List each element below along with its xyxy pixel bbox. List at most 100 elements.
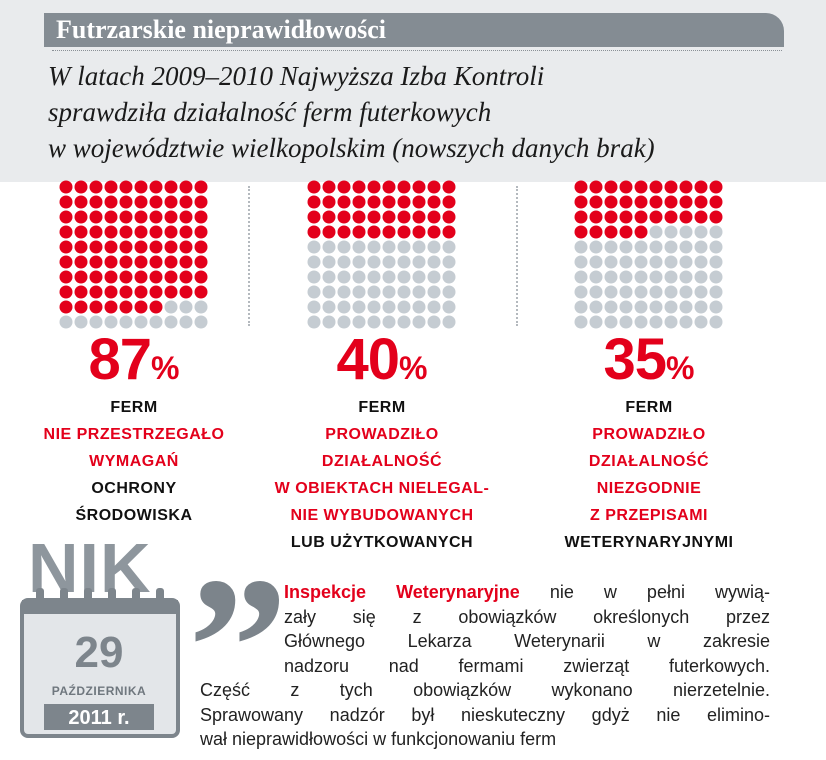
description-line: DZIAŁALNOŚĆ	[588, 453, 710, 470]
dot-empty	[427, 240, 441, 254]
dot-empty	[352, 270, 366, 284]
dot-empty	[337, 285, 351, 299]
quote-mark-icon: ”	[188, 537, 288, 758]
dot-filled	[442, 225, 456, 239]
dot-empty	[397, 300, 411, 314]
dot-empty	[427, 285, 441, 299]
dot-filled	[134, 180, 148, 194]
dot-empty	[367, 240, 381, 254]
dot-empty	[352, 240, 366, 254]
dot-empty	[619, 255, 633, 269]
subtitle-line: W latach 2009–2010 Najwyższa Izba Kontro…	[48, 61, 545, 91]
dot-filled	[194, 180, 208, 194]
dot-filled	[134, 225, 148, 239]
dot-empty	[694, 300, 708, 314]
dot-filled	[164, 225, 178, 239]
dot-empty	[397, 315, 411, 329]
dot-empty	[367, 270, 381, 284]
panel-description: FERM PROWADZIŁO DZIAŁALNOŚĆ W OBIEKTACH NIE…	[252, 394, 512, 556]
dot-empty	[104, 315, 118, 329]
dot-empty	[574, 255, 588, 269]
dot-filled	[352, 180, 366, 194]
dot-empty	[194, 300, 208, 314]
dot-empty	[634, 240, 648, 254]
dot-filled	[397, 195, 411, 209]
dot-empty	[604, 240, 618, 254]
dot-empty	[664, 225, 678, 239]
dot-filled	[134, 210, 148, 224]
dot-empty	[649, 285, 663, 299]
title-tab	[44, 13, 784, 47]
dot-empty	[427, 270, 441, 284]
dot-filled	[74, 285, 88, 299]
dot-empty	[442, 300, 456, 314]
dot-filled	[367, 180, 381, 194]
dot-filled	[104, 240, 118, 254]
dot-filled	[604, 225, 618, 239]
subtitle-line: sprawdziła działalność ferm futerkowych	[48, 97, 492, 127]
dot-filled	[427, 225, 441, 239]
infographic-title: Futrzarskie nieprawidłowości	[56, 15, 387, 44]
dot-filled	[74, 210, 88, 224]
dot-filled	[664, 180, 678, 194]
percent-number: 35	[603, 327, 668, 392]
dot-filled	[679, 195, 693, 209]
dot-filled	[134, 255, 148, 269]
dot-filled	[574, 225, 588, 239]
dot-filled	[442, 210, 456, 224]
description-line: WETERYNARYJNYMI	[564, 534, 734, 551]
dot-filled	[634, 195, 648, 209]
dot-filled	[134, 240, 148, 254]
percent-number: 87	[88, 327, 153, 392]
dot-filled	[194, 210, 208, 224]
percent-value: 87%	[4, 331, 264, 389]
dot-filled	[442, 180, 456, 194]
dot-empty	[322, 300, 336, 314]
dot-filled	[442, 195, 456, 209]
dot-filled	[104, 285, 118, 299]
dot-filled	[307, 180, 321, 194]
dot-empty	[337, 240, 351, 254]
dot-filled	[74, 255, 88, 269]
dot-filled	[352, 195, 366, 209]
dot-empty	[412, 240, 426, 254]
dot-filled	[59, 270, 73, 284]
percent-value: 40%	[252, 331, 512, 389]
panel-description: FERM PROWADZIŁO DZIAŁALNOŚĆ NIEZGODNIE Z PRZ…	[519, 394, 779, 556]
dot-filled	[427, 180, 441, 194]
dot-empty	[679, 255, 693, 269]
dot-filled	[649, 210, 663, 224]
dot-filled	[164, 255, 178, 269]
description-line: PROWADZIŁO	[325, 426, 439, 443]
dot-filled	[367, 210, 381, 224]
dot-filled	[619, 180, 633, 194]
dot-filled	[194, 240, 208, 254]
dot-filled	[104, 195, 118, 209]
dot-filled	[337, 210, 351, 224]
dot-empty	[709, 255, 723, 269]
dot-filled	[694, 210, 708, 224]
percent-value: 35%	[519, 331, 779, 389]
dot-empty	[709, 285, 723, 299]
stat-panel-3: 35% FERM PROWADZIŁO DZIAŁALNOŚĆ NIEZGODNIE Z…	[519, 180, 779, 556]
dot-filled	[337, 195, 351, 209]
calendar-day: 29	[74, 628, 124, 677]
dot-filled	[134, 270, 148, 284]
description-line: FERM	[358, 399, 406, 416]
dot-empty	[619, 285, 633, 299]
dot-empty	[589, 300, 603, 314]
dot-filled	[412, 210, 426, 224]
dot-filled	[709, 195, 723, 209]
dot-empty	[679, 225, 693, 239]
description-line: NIE PRZESTRZEGAŁO	[43, 426, 225, 443]
dot-filled	[694, 180, 708, 194]
dot-filled	[619, 210, 633, 224]
dot-filled	[89, 195, 103, 209]
dot-empty	[397, 255, 411, 269]
dot-filled	[664, 210, 678, 224]
dot-empty	[694, 270, 708, 284]
dot-filled	[149, 270, 163, 284]
dot-empty	[322, 270, 336, 284]
dot-filled	[709, 180, 723, 194]
dot-filled	[104, 300, 118, 314]
